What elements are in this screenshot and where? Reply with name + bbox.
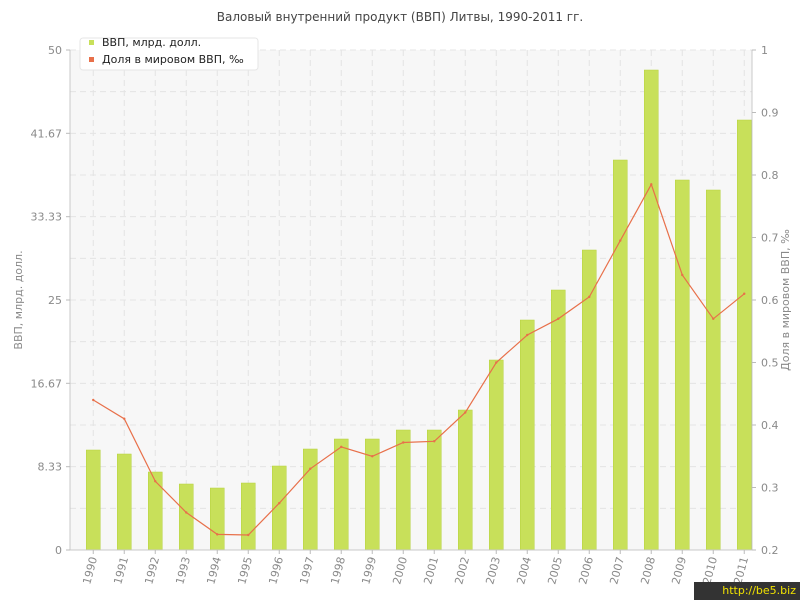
point-1999 (371, 455, 374, 458)
y-tick-label: 33.33 (31, 211, 63, 224)
legend: ВВП, млрд. долл. Доля в мировом ВВП, ‰ (79, 36, 259, 71)
y-axis-label: ВВП, млрд. долл. (12, 250, 25, 349)
line-series (92, 182, 746, 537)
legend-swatch-share (89, 57, 94, 62)
point-2003 (495, 361, 498, 364)
y-tick-label: 50 (48, 44, 62, 57)
bar-1997 (303, 448, 318, 551)
bar-1991 (117, 453, 132, 551)
point-2005 (557, 317, 560, 320)
y2-tick-label: 0.4 (761, 419, 779, 432)
y-tick-label: 41.67 (31, 127, 63, 140)
x-tick-label: 2001 (421, 555, 441, 585)
point-1990 (92, 398, 95, 402)
y2-axis-label: Доля в мировом ВВП, ‰ (779, 229, 792, 371)
bar-2003 (489, 359, 504, 551)
bar-2002 (458, 409, 473, 551)
y2-tick-label: 0.3 (761, 482, 779, 495)
bar-2006 (582, 249, 597, 551)
bar-1992 (148, 471, 163, 551)
bar-2007 (613, 159, 628, 551)
y2-tick-label: 0.5 (761, 357, 779, 370)
x-tick-label: 2006 (576, 555, 596, 585)
bar-2008 (644, 69, 659, 551)
x-tick-label: 2004 (514, 555, 534, 585)
left-axis-ticks: 0 8.33 16.67 25 33.33 41.67 50 (31, 44, 70, 557)
x-tick-label: 1990 (80, 555, 100, 585)
point-1991 (123, 417, 126, 420)
x-tick-label: 2000 (390, 555, 410, 585)
point-2009 (681, 273, 684, 277)
bar-1993 (179, 483, 194, 551)
point-1993 (185, 511, 188, 514)
bar-series (86, 69, 752, 551)
point-2010 (712, 317, 715, 320)
y2-tick-label: 0.6 (761, 294, 779, 307)
y-tick-label: 0 (55, 544, 62, 557)
x-tick-label: 1991 (111, 555, 131, 585)
right-axis-ticks: 0.2 0.3 0.4 0.5 0.6 0.7 0.8 0.9 1 (752, 44, 779, 557)
legend-box (79, 37, 259, 71)
bar-1994 (210, 487, 225, 551)
legend-swatch-gdp (89, 40, 94, 45)
point-2008 (650, 183, 653, 186)
x-tick-label: 1993 (173, 555, 193, 585)
x-tick-label: 2007 (607, 555, 627, 585)
bar-2000 (396, 429, 411, 551)
x-tick-label: 1998 (328, 555, 348, 585)
point-1992 (154, 480, 157, 483)
bar-2011 (737, 119, 752, 551)
bar-1998 (334, 438, 349, 551)
x-tick-label: 1996 (266, 555, 286, 585)
x-tick-label: 2009 (669, 555, 689, 585)
y2-tick-label: 0.8 (761, 169, 779, 182)
point-2002 (464, 411, 467, 414)
point-1996 (278, 501, 281, 505)
point-2011 (743, 292, 746, 295)
x-tick-label: 1995 (235, 555, 255, 585)
x-tick-label: 1994 (204, 555, 224, 585)
chart-title: Валовый внутренний продукт (ВВП) Литвы, … (217, 10, 583, 24)
y2-tick-label: 0.7 (761, 232, 779, 245)
point-1998 (340, 445, 343, 449)
y-tick-label: 25 (48, 294, 62, 307)
y2-tick-label: 0.9 (761, 107, 779, 120)
bar-2005 (551, 289, 566, 551)
legend-label-gdp: ВВП, млрд. долл. (102, 36, 201, 49)
bar-2004 (520, 319, 535, 551)
point-1995 (247, 533, 250, 537)
bar-2010 (706, 189, 721, 551)
line-share-of-world-gdp (92, 182, 745, 536)
y-tick-label: 16.67 (31, 377, 63, 390)
bar-1990 (86, 449, 101, 551)
x-tick-label: 2002 (452, 555, 472, 585)
x-tick-label: 2005 (545, 555, 565, 585)
y-tick-label: 8.33 (38, 461, 63, 474)
x-tick-label: 2008 (638, 555, 658, 585)
x-axis-ticks: 1990 1991 1992 1993 1994 1995 1996 1997 1998 1999… (80, 550, 751, 586)
point-2007 (619, 239, 622, 242)
bar-2001 (427, 429, 442, 551)
point-2001 (433, 440, 436, 443)
x-tick-label: 1999 (359, 555, 379, 585)
legend-label-share: Доля в мировом ВВП, ‰ (102, 53, 244, 66)
point-1994 (216, 533, 219, 536)
bar-2009 (675, 179, 690, 551)
point-2000 (402, 441, 405, 444)
y2-tick-label: 0.2 (761, 544, 779, 557)
point-2004 (526, 333, 529, 337)
point-1997 (309, 467, 312, 470)
x-tick-label: 2003 (483, 555, 503, 585)
bar-1995 (241, 482, 256, 551)
point-2006 (588, 295, 591, 299)
y2-tick-label: 1 (761, 44, 768, 57)
watermark[interactable]: http://be5.biz (694, 582, 800, 600)
x-tick-label: 1997 (297, 555, 317, 585)
x-tick-label: 1992 (142, 555, 162, 585)
